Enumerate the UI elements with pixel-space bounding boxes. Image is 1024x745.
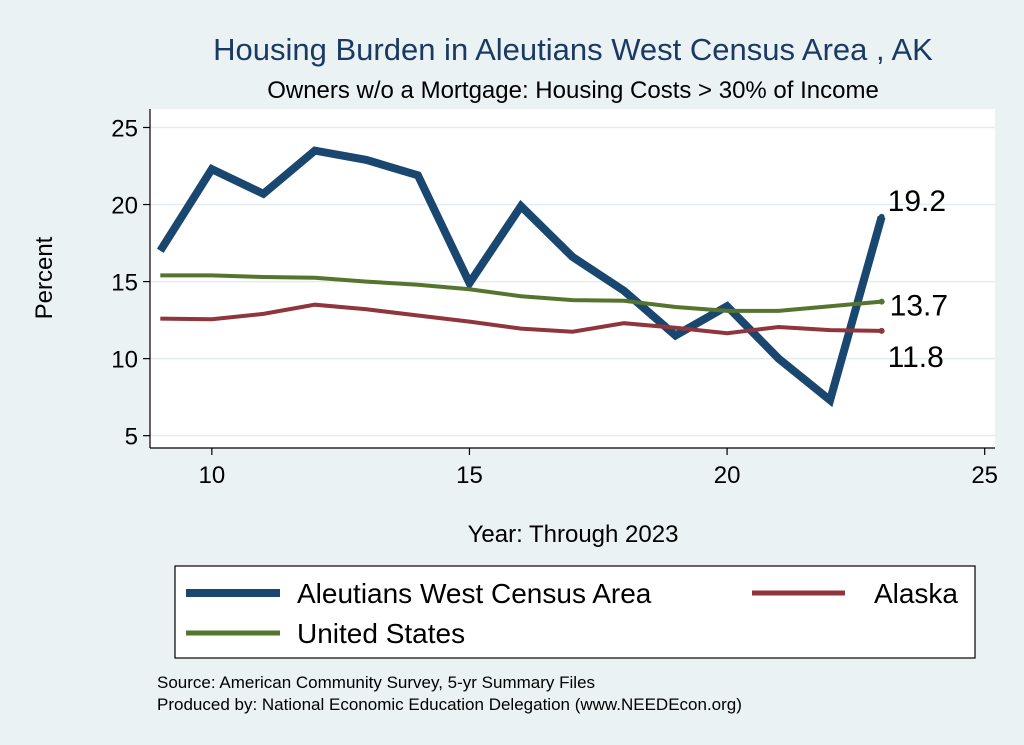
x-tick-label: 20 [714,462,741,489]
y-tick-label: 20 [111,193,138,220]
series-line-alaska [160,302,882,336]
axes: 5 10 15 20 25 10 15 20 25 [111,109,998,489]
x-tick-label: 25 [971,462,998,489]
chart-title: Housing Burden in Aleutians West Census … [213,32,933,67]
x-tick-label: 10 [198,462,225,489]
chart-subtitle: Owners w/o a Mortgage: Housing Costs > 3… [267,77,879,104]
end-label-united-states: 13.7 [890,290,948,323]
end-label-alaska: 11.8 [888,341,944,374]
legend-box [174,565,976,659]
series-lines [156,146,886,408]
y-tick-label: 10 [111,347,138,374]
series-endpoint [878,213,885,220]
legend-label: Aleutians West Census Area [297,578,652,609]
y-tick-label: 15 [111,270,138,297]
legend-label: United States [297,618,465,649]
y-axis-title: Percent [31,236,58,319]
series-line-aleutians-west-census-area [156,146,886,408]
end-label-aleutians-west-census-area: 19.2 [888,185,946,218]
x-tick-label: 15 [456,462,483,489]
series-line-united-states [160,273,882,313]
x-axis-title: Year: Through 2023 [468,521,679,548]
series-endpoint [878,298,885,305]
series-endpoint [878,327,885,334]
end-labels: 19.2 11.8 13.7 [888,185,948,374]
legend-label: Alaska [874,578,958,609]
legend: Aleutians West Census Area Alaska United S… [186,578,958,649]
grid-lines [150,126,995,437]
y-tick-label: 25 [111,115,138,142]
source-note: Source: American Community Survey, 5-yr … [157,673,595,692]
y-tick-label: 5 [125,424,138,451]
producer-note: Produced by: National Economic Education… [157,695,742,714]
